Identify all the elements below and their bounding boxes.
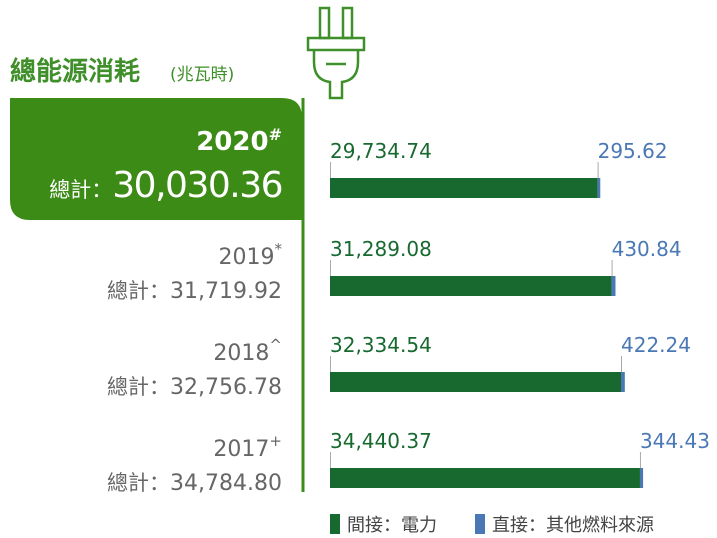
value-label: 34,440.37 (330, 429, 432, 453)
value-label: 32,334.54 (330, 333, 432, 357)
year-mark: # (269, 125, 282, 144)
total-prefix: 總計： (107, 375, 170, 399)
year-label: 2018^ (213, 336, 282, 366)
year-label: 2020# (196, 125, 282, 157)
bar-segment (611, 276, 616, 296)
year: 2020 (196, 127, 268, 157)
year: 2019 (219, 245, 275, 270)
chart-title: 總能源消耗 (10, 56, 140, 87)
total-label: 總計：30,030.36 (49, 165, 282, 206)
total-label: 總計：34,784.80 (107, 471, 282, 496)
total-value: 31,719.92 (170, 279, 282, 304)
bar-segment (597, 178, 601, 198)
bar-segment (330, 372, 622, 392)
total-prefix: 總計： (49, 178, 112, 202)
total-value: 30,030.36 (112, 165, 282, 206)
legend-label: 直接：其他燃料來源 (492, 515, 654, 536)
total-prefix: 總計： (107, 279, 170, 303)
bar-segment (330, 178, 598, 198)
plug-icon (306, 6, 366, 100)
year-label: 2019* (219, 240, 283, 270)
value-label: 29,734.74 (330, 139, 432, 163)
total-prefix: 總計： (107, 471, 170, 495)
year: 2017 (213, 437, 269, 462)
total-label: 總計：31,719.92 (107, 279, 282, 304)
total-value: 32,756.78 (170, 375, 282, 400)
unit-label: (兆瓦時) (170, 65, 234, 85)
value-label: 344.43 (640, 429, 710, 453)
year-label: 2017+ (213, 432, 282, 462)
year-mark: ^ (269, 336, 282, 354)
legend-label: 間接：電力 (347, 515, 437, 536)
year: 2018 (213, 341, 269, 366)
highlight-panel (10, 98, 302, 220)
value-label: 31,289.08 (330, 237, 432, 261)
year-mark: * (275, 240, 283, 258)
bar-segment (330, 468, 640, 488)
year-mark: + (269, 432, 282, 450)
total-label: 總計：32,756.78 (107, 375, 282, 400)
total-value: 34,784.80 (170, 471, 282, 496)
bar-segment (621, 372, 625, 392)
value-label: 422.24 (621, 333, 691, 357)
bar-segment (330, 276, 612, 296)
value-label: 430.84 (612, 237, 682, 261)
legend-swatch (475, 514, 485, 534)
value-label: 295.62 (598, 139, 668, 163)
legend-swatch (330, 514, 340, 534)
bar-segment (639, 468, 644, 488)
